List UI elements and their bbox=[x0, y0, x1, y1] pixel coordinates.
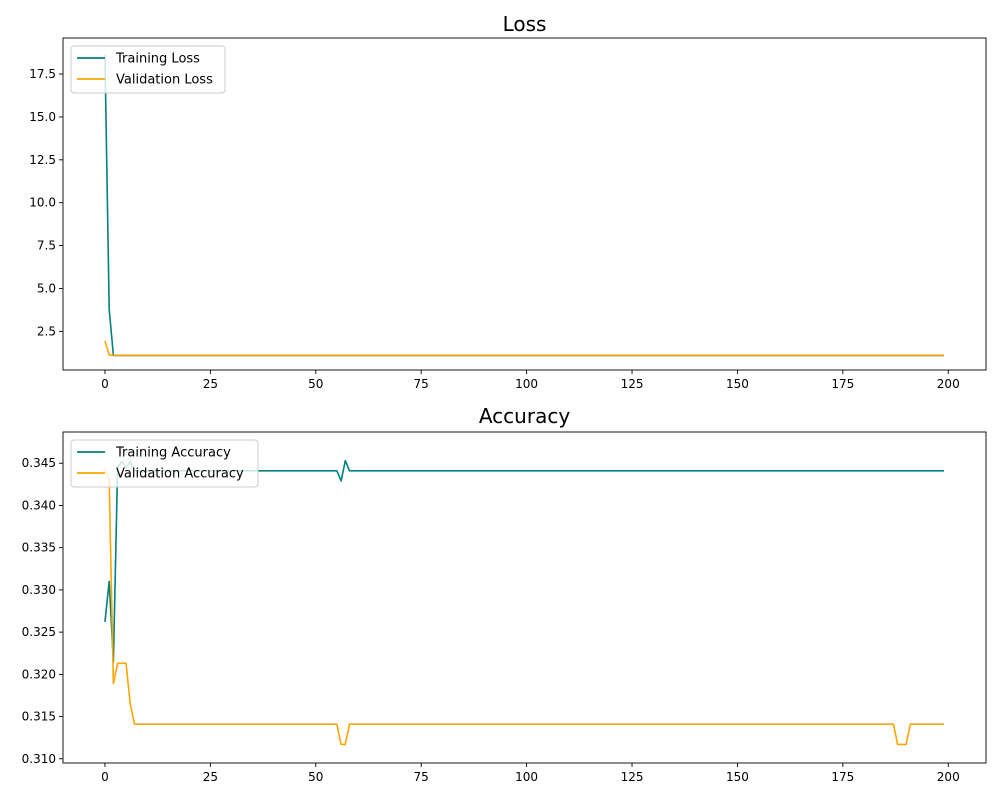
y-tick-label: 10.0 bbox=[29, 196, 56, 210]
x-tick-label: 25 bbox=[203, 770, 218, 784]
y-tick-label: 0.320 bbox=[22, 667, 56, 681]
y-tick-label: 2.5 bbox=[37, 324, 56, 338]
chart-title: Accuracy bbox=[479, 404, 570, 428]
series-line-validation-accuracy bbox=[104, 468, 945, 746]
y-tick-label: 0.340 bbox=[22, 498, 56, 512]
x-tick-label: 25 bbox=[203, 377, 218, 391]
y-tick-label: 0.335 bbox=[22, 541, 56, 555]
axes-frame bbox=[62, 37, 987, 371]
y-tick-label: 0.345 bbox=[22, 456, 56, 470]
y-tick-label: 0.330 bbox=[22, 583, 56, 597]
axes-frame bbox=[62, 431, 987, 764]
x-tick-label: 200 bbox=[937, 377, 960, 391]
legend-label: Validation Accuracy bbox=[116, 467, 244, 482]
legend-label: Training Loss bbox=[115, 52, 200, 67]
y-tick-label: 17.5 bbox=[29, 67, 56, 81]
legend: Training Accuracy Validation Accuracy bbox=[70, 439, 259, 488]
y-tick-label: 15.0 bbox=[29, 110, 56, 124]
x-tick-label: 50 bbox=[308, 377, 323, 391]
x-tick-label: 75 bbox=[414, 770, 429, 784]
x-tick-label: 200 bbox=[937, 770, 960, 784]
legend-label: Validation Loss bbox=[116, 73, 213, 88]
legend-box bbox=[70, 45, 226, 94]
x-tick-label: 100 bbox=[515, 377, 538, 391]
legend: Training Loss Validation Loss bbox=[70, 45, 226, 94]
series-line-validation-loss bbox=[104, 340, 945, 357]
y-tick-label: 12.5 bbox=[29, 153, 56, 167]
y-tick-label: 0.325 bbox=[22, 625, 56, 639]
chart-title: Loss bbox=[503, 12, 547, 36]
x-tick-label: 125 bbox=[621, 377, 644, 391]
x-tick-label: 150 bbox=[726, 377, 749, 391]
x-tick-label: 150 bbox=[726, 770, 749, 784]
x-tick-label: 50 bbox=[308, 770, 323, 784]
chart-loss: Loss 0 25 50 75 100 125 150 175 200 2.5 5.0 7.5 10.0 1… bbox=[29, 12, 987, 391]
series-line-training-loss bbox=[104, 55, 945, 357]
x-tick-label: 75 bbox=[414, 377, 429, 391]
x-tick-label: 0 bbox=[101, 377, 109, 391]
y-tick-label: 0.310 bbox=[22, 752, 56, 766]
x-tick-label: 100 bbox=[515, 770, 538, 784]
y-tick-label: 5.0 bbox=[37, 282, 56, 296]
legend-box bbox=[70, 439, 259, 488]
x-tick-label: 125 bbox=[621, 770, 644, 784]
x-tick-label: 0 bbox=[101, 770, 109, 784]
y-tick-label: 7.5 bbox=[37, 239, 56, 253]
x-tick-label: 175 bbox=[831, 377, 854, 391]
legend-label: Training Accuracy bbox=[115, 446, 231, 461]
x-tick-label: 175 bbox=[831, 770, 854, 784]
y-tick-label: 0.315 bbox=[22, 710, 56, 724]
chart-accuracy: Accuracy 0 25 50 75 100 125 150 175 200 0.310 0.315… bbox=[22, 404, 987, 784]
series-line-training-accuracy bbox=[104, 459, 945, 663]
